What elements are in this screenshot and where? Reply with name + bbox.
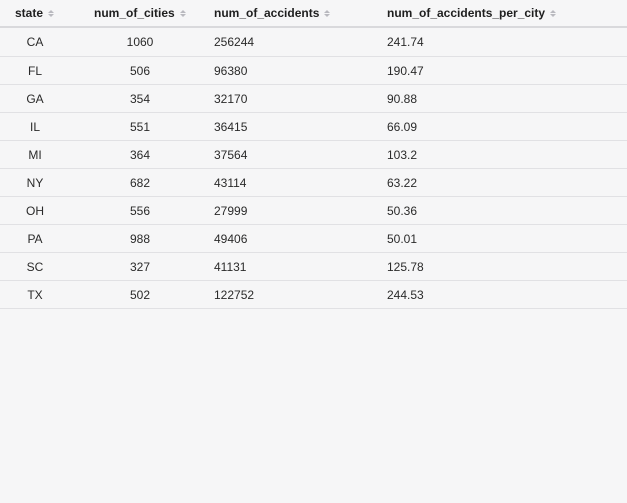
cell-num-of-accidents: 122752 (210, 280, 383, 309)
cell-state: GA (0, 84, 70, 113)
table-row: IL 551 36415 66.09 (0, 112, 627, 141)
column-header-label: num_of_cities (94, 6, 175, 20)
cell-num-of-accidents-per-city: 244.53 (383, 280, 627, 309)
table-body: CA 1060 256244 241.74 FL 506 96380 190.4… (0, 27, 627, 309)
cell-num-of-cities: 502 (70, 280, 210, 309)
table-row: OH 556 27999 50.36 (0, 196, 627, 225)
table-row: CA 1060 256244 241.74 (0, 27, 627, 57)
cell-num-of-cities: 551 (70, 112, 210, 141)
column-header-label: num_of_accidents_per_city (387, 6, 546, 20)
column-header-num-of-accidents[interactable]: num_of_accidents (210, 0, 383, 28)
cell-num-of-accidents: 32170 (210, 84, 383, 113)
cell-state: PA (0, 224, 70, 253)
column-header-state[interactable]: state (0, 0, 70, 28)
column-header-num-of-cities[interactable]: num_of_cities (70, 0, 210, 28)
cell-state: SC (0, 252, 70, 281)
cell-num-of-accidents-per-city: 90.88 (383, 84, 627, 113)
cell-state: TX (0, 280, 70, 309)
column-header-label: num_of_accidents (214, 6, 320, 20)
cell-state: OH (0, 196, 70, 225)
cell-num-of-accidents: 256244 (210, 27, 383, 57)
table-header-row: state num_of_cities num_of_accidents num… (0, 0, 627, 28)
table-row: PA 988 49406 50.01 (0, 224, 627, 253)
cell-num-of-accidents-per-city: 50.36 (383, 196, 627, 225)
cell-num-of-accidents-per-city: 50.01 (383, 224, 627, 253)
cell-state: FL (0, 56, 70, 85)
cell-state: MI (0, 140, 70, 169)
cell-num-of-accidents: 41131 (210, 252, 383, 281)
cell-num-of-accidents: 27999 (210, 196, 383, 225)
cell-num-of-cities: 354 (70, 84, 210, 113)
cell-num-of-accidents-per-city: 190.47 (383, 56, 627, 85)
sort-icon[interactable] (48, 9, 55, 17)
table-row: TX 502 122752 244.53 (0, 280, 627, 309)
cell-num-of-cities: 364 (70, 140, 210, 169)
table-row: SC 327 41131 125.78 (0, 252, 627, 281)
cell-num-of-cities: 327 (70, 252, 210, 281)
cell-num-of-accidents-per-city: 241.74 (383, 27, 627, 57)
sort-icon[interactable] (324, 9, 331, 17)
cell-num-of-cities: 506 (70, 56, 210, 85)
cell-state: NY (0, 168, 70, 197)
cell-num-of-cities: 1060 (70, 27, 210, 57)
table-row: NY 682 43114 63.22 (0, 168, 627, 197)
cell-num-of-accidents-per-city: 125.78 (383, 252, 627, 281)
cell-num-of-cities: 556 (70, 196, 210, 225)
cell-num-of-accidents: 96380 (210, 56, 383, 85)
cell-num-of-cities: 988 (70, 224, 210, 253)
cell-num-of-cities: 682 (70, 168, 210, 197)
sort-icon[interactable] (179, 9, 186, 17)
cell-num-of-accidents: 49406 (210, 224, 383, 253)
table-row: MI 364 37564 103.2 (0, 140, 627, 169)
cell-num-of-accidents-per-city: 66.09 (383, 112, 627, 141)
cell-state: IL (0, 112, 70, 141)
cell-num-of-accidents: 37564 (210, 140, 383, 169)
cell-state: CA (0, 27, 70, 57)
data-table: state num_of_cities num_of_accidents num… (0, 0, 627, 309)
cell-num-of-accidents: 36415 (210, 112, 383, 141)
sort-icon[interactable] (550, 9, 557, 17)
cell-num-of-accidents: 43114 (210, 168, 383, 197)
table-row: FL 506 96380 190.47 (0, 56, 627, 85)
table-row: GA 354 32170 90.88 (0, 84, 627, 113)
cell-num-of-accidents-per-city: 103.2 (383, 140, 627, 169)
cell-num-of-accidents-per-city: 63.22 (383, 168, 627, 197)
column-header-label: state (15, 6, 44, 20)
column-header-num-of-accidents-per-city[interactable]: num_of_accidents_per_city (383, 0, 627, 28)
